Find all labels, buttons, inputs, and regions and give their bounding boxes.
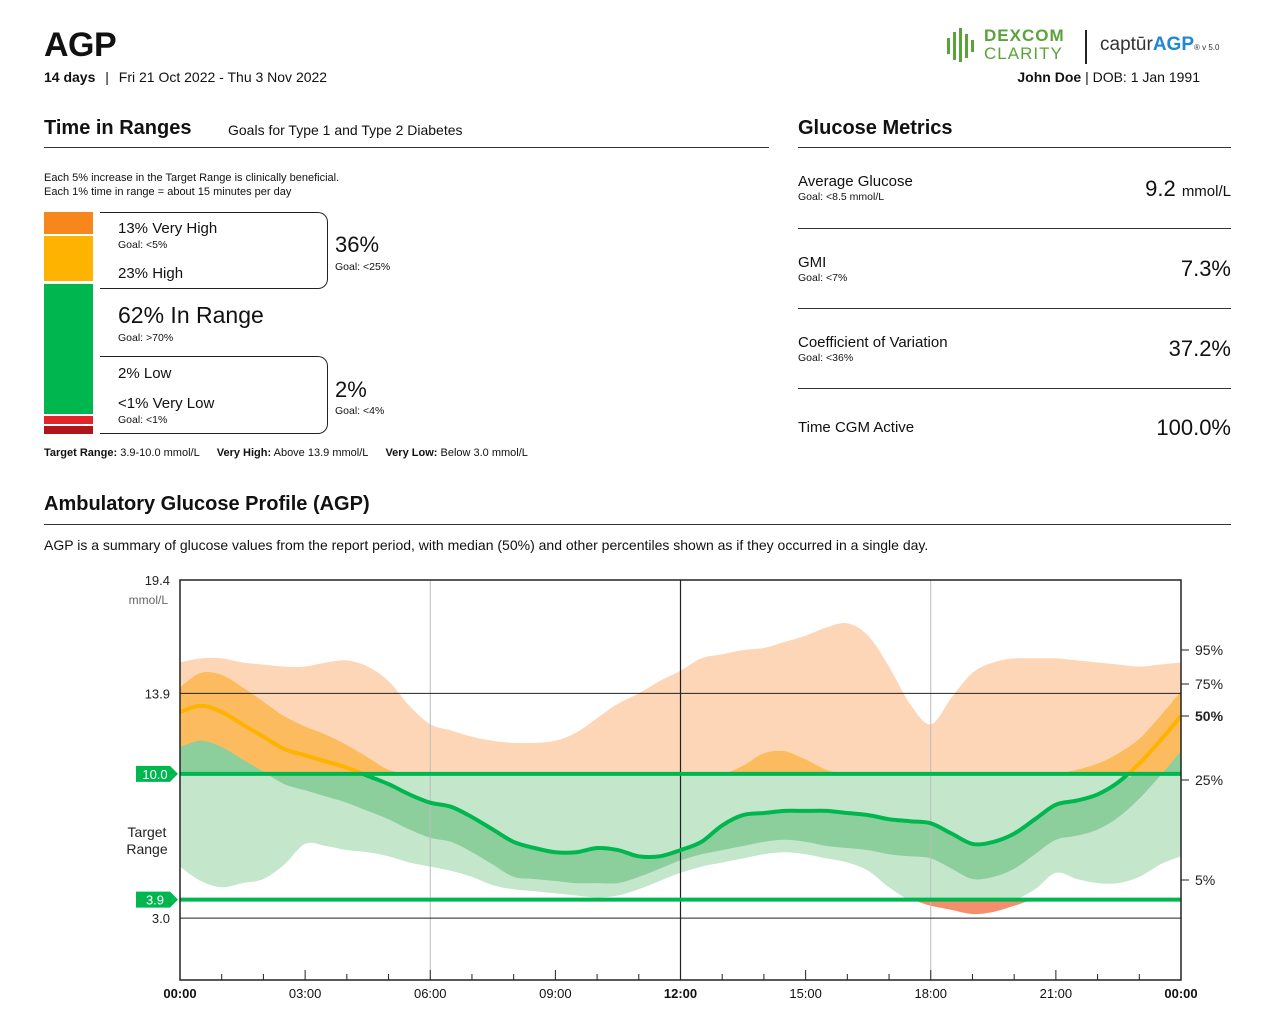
- high-total-goal: Goal: <25%: [335, 261, 391, 273]
- metric-average-value: 9.2 mmol/L: [1145, 176, 1231, 202]
- patient-info: John Doe | DOB: 1 Jan 1991: [1017, 69, 1200, 85]
- low-total-goal: Goal: <4%: [335, 405, 385, 417]
- clarity-wordmark: CLARITY: [984, 44, 1063, 63]
- metric-cgm-name: Time CGM Active: [798, 419, 915, 436]
- percentile-label-2: 50%: [1195, 708, 1224, 724]
- metrics-title: Glucose Metrics: [798, 117, 953, 139]
- page-title: AGP: [44, 26, 117, 64]
- in-range-goal: Goal: >70%: [118, 332, 174, 344]
- agp-title: Ambulatory Glucose Profile (AGP): [44, 493, 370, 515]
- target-high-tag: [136, 765, 178, 782]
- very-low-goal: Goal: <1%: [118, 414, 168, 426]
- target-low-tag: [136, 891, 178, 908]
- footer-vh-key: Very High:: [216, 447, 272, 459]
- report-date-range: Fri 21 Oct 2022 - Thu 3 Nov 2022: [118, 69, 328, 85]
- metric-average-number: 9.2: [1145, 176, 1176, 201]
- tir-title: Time in Ranges: [44, 117, 192, 139]
- target-range-label-2: Range: [126, 841, 167, 857]
- target-range-label-1: Target: [128, 824, 167, 840]
- metric-cv-value: 37.2%: [1168, 336, 1231, 361]
- metrics-divider-2: [798, 308, 1231, 309]
- dexcom-clarity-logo: DEXCOM CLARITY: [946, 26, 1076, 64]
- report-days: 14 days: [44, 69, 96, 85]
- patient-separator: |: [1085, 69, 1089, 85]
- high-total: 36%: [335, 232, 380, 257]
- very-high-label: 13% Very High: [118, 220, 218, 237]
- very-high-goal: Goal: <5%: [118, 239, 168, 251]
- y-tick-label-3-0: 3.0: [152, 911, 170, 926]
- metric-average-name: Average Glucose: [798, 173, 913, 190]
- percentile-label-1: 75%: [1195, 676, 1223, 692]
- x-tick-label-7: 21:00: [1040, 986, 1073, 1001]
- x-tick-label-2: 06:00: [414, 986, 447, 1001]
- tir-bar-high: [44, 236, 93, 281]
- x-tick-label-8: 00:00: [1164, 986, 1197, 1001]
- footer-vh-val: Above 13.9 mmol/L: [273, 447, 369, 459]
- y-tick-label-19-4: 19.4: [145, 573, 170, 588]
- patient-dob: DOB: 1 Jan 1991: [1092, 69, 1200, 85]
- y-tick-label-13-9: 13.9: [145, 686, 170, 701]
- logo-divider: [1085, 30, 1087, 64]
- median-line-above-target: [180, 703, 1181, 774]
- target-low-tag-label: 3.9: [146, 893, 164, 908]
- very-low-label: <1% Very Low: [118, 395, 215, 412]
- y-unit-label: mmol/L: [129, 593, 169, 607]
- metric-cgm-value: 100.0%: [1156, 415, 1231, 440]
- tir-bar-in-range: [44, 284, 93, 414]
- agp-wordmark: AGP: [1152, 34, 1194, 55]
- high-label: 23% High: [118, 265, 184, 282]
- patient-name: John Doe: [1017, 69, 1082, 85]
- percentile-label-4: 5%: [1195, 872, 1215, 888]
- low-total: 2%: [335, 377, 367, 402]
- metric-cv-name: Coefficient of Variation: [798, 334, 948, 351]
- percentile-label-3: 25%: [1195, 772, 1223, 788]
- agp-rule: [44, 524, 1231, 525]
- metrics-rule: [798, 147, 1231, 148]
- x-tick-label-0: 00:00: [163, 986, 196, 1001]
- tir-note-2: Each 1% time in range = about 15 minutes…: [44, 186, 292, 198]
- x-tick-label-5: 15:00: [789, 986, 822, 1001]
- metric-gmi-name: GMI: [798, 254, 827, 271]
- tir-bar-very-low: [44, 426, 93, 434]
- x-tick-label-6: 18:00: [914, 986, 947, 1001]
- median-line-in-range: [357, 773, 1132, 860]
- agp-description: AGP is a summary of glucose values from …: [44, 537, 929, 553]
- metric-gmi-value: 7.3%: [1180, 256, 1231, 281]
- in-range-label: 62% In Range: [118, 302, 264, 328]
- band-75-25-above-target: [180, 671, 1181, 775]
- metric-average-unit: mmol/L: [1181, 183, 1231, 200]
- logo-version: ® v 5.0: [1194, 43, 1220, 52]
- capturagp-logo: captūrAGP® v 5.0: [1100, 34, 1219, 56]
- low-bracket: [100, 356, 328, 434]
- target-high-tag-label: 10.0: [142, 767, 167, 782]
- footer-target-val: 3.9-10.0 mmol/L: [120, 447, 200, 459]
- tir-subtitle: Goals for Type 1 and Type 2 Diabetes: [228, 122, 463, 138]
- tir-bar-very-high: [44, 212, 93, 234]
- metric-average-goal: Goal: <8.5 mmol/L: [798, 191, 885, 203]
- period-separator: |: [105, 69, 109, 85]
- percentile-label-0: 95%: [1195, 642, 1223, 658]
- tir-bar-low: [44, 416, 93, 424]
- tir-footer: Target Range: 3.9-10.0 mmol/L Very High:…: [44, 447, 528, 459]
- x-tick-label-3: 09:00: [539, 986, 572, 1001]
- x-tick-label-4: 12:00: [664, 986, 697, 1001]
- x-tick-label-1: 03:00: [289, 986, 322, 1001]
- dexcom-wordmark: DEXCOM: [984, 26, 1065, 45]
- metrics-divider-3: [798, 388, 1231, 389]
- tir-note-1: Each 5% increase in the Target Range is …: [44, 172, 340, 184]
- report-period: 14 days | Fri 21 Oct 2022 - Thu 3 Nov 20…: [44, 69, 327, 85]
- high-bracket: [100, 212, 328, 289]
- agp-chart: 00:00 03:00 06:00 09:00 12:00 15:00 18:00 21:00…: [126, 573, 1224, 1001]
- metric-gmi-goal: Goal: <7%: [798, 272, 848, 284]
- tir-rule: [44, 147, 769, 148]
- footer-vl-key: Very Low:: [385, 447, 438, 459]
- dexcom-bars-icon: [947, 28, 974, 62]
- low-label: 2% Low: [118, 365, 172, 382]
- footer-target-key: Target Range:: [44, 447, 118, 459]
- captur-wordmark: captūr: [1100, 34, 1153, 55]
- metric-cv-goal: Goal: <36%: [798, 352, 854, 364]
- metrics-divider-1: [798, 228, 1231, 229]
- footer-vl-val: Below 3.0 mmol/L: [440, 447, 528, 459]
